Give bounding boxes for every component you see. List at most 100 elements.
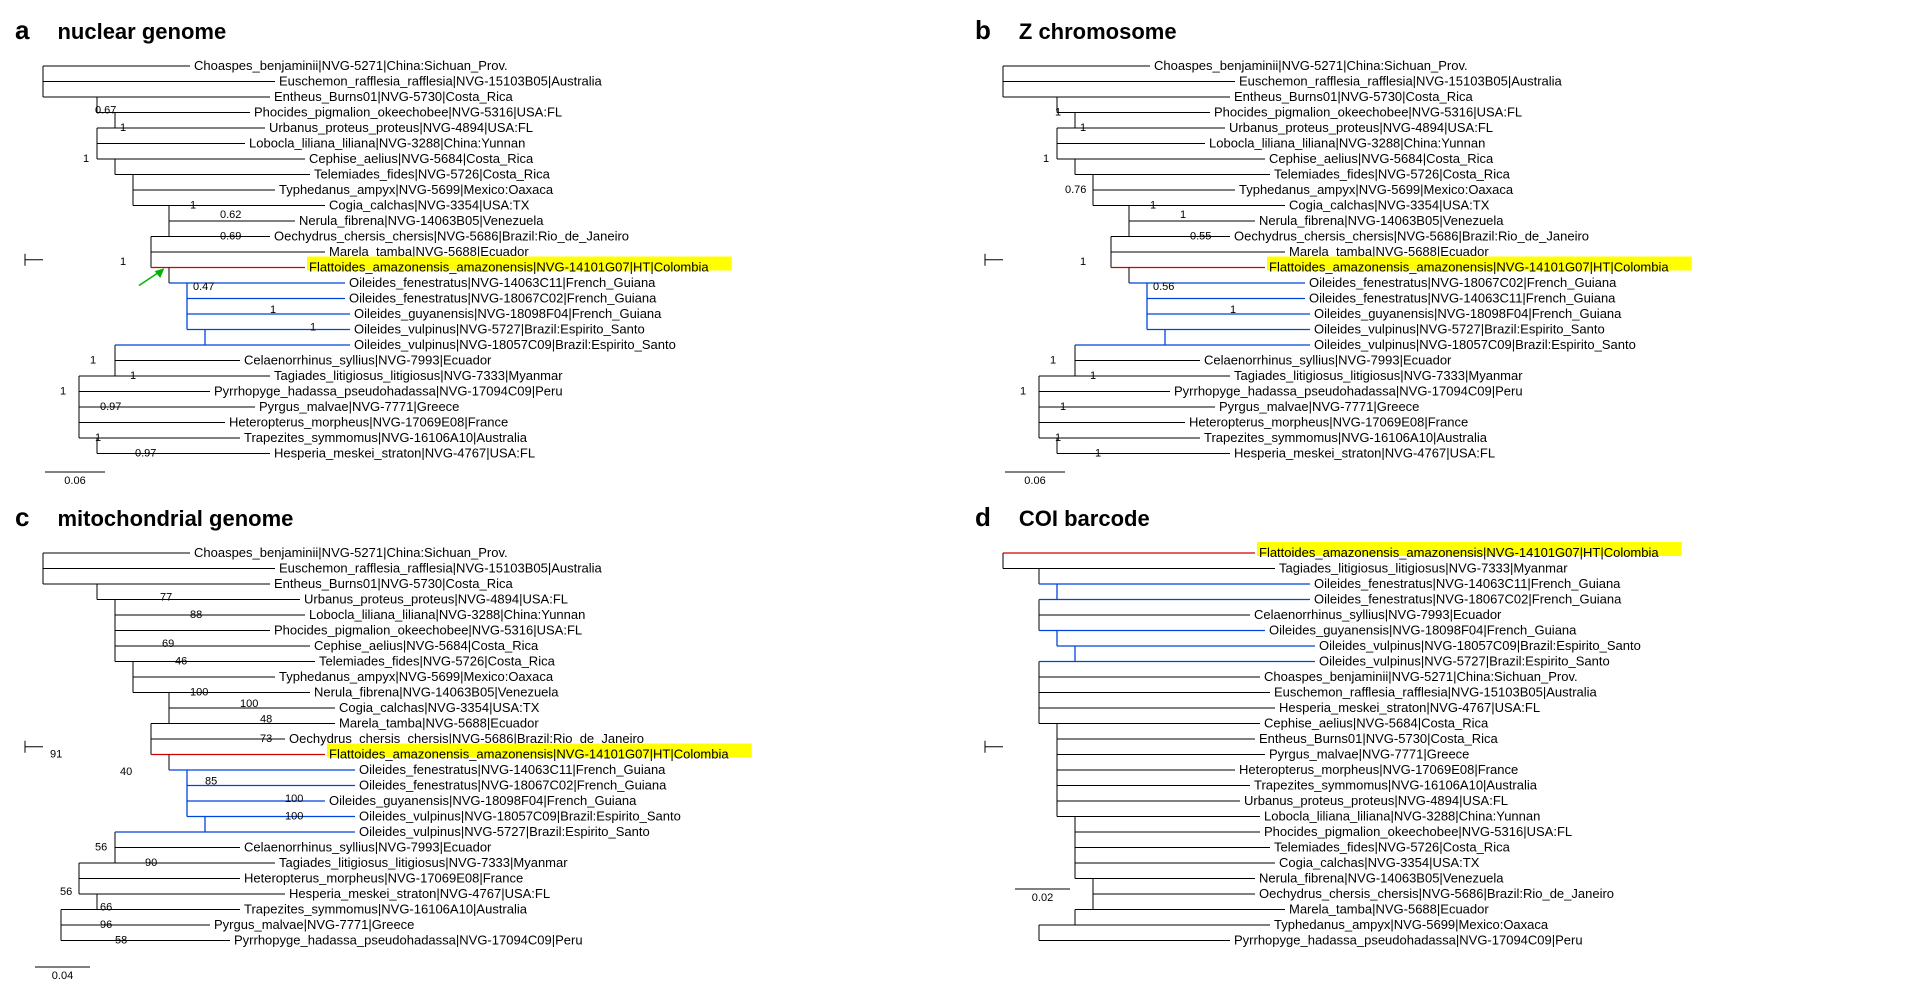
taxon-label: Phocides_pigmalion_okeechobee|NVG-5316|U… [254, 105, 562, 120]
support-value: 0.62 [220, 209, 241, 221]
taxon-label: Pyrrhopyge_hadassa_pseudohadassa|NVG-170… [214, 384, 563, 399]
taxon-label: Oileides_fenestratus|NVG-18067C02|French… [1309, 275, 1617, 290]
taxon-label: Pyrrhopyge_hadassa_pseudohadassa|NVG-170… [1174, 384, 1523, 399]
taxon-label: Heteropterus_morpheus|NVG-17069E08|Franc… [229, 415, 508, 430]
panel-c-letter: c [15, 502, 29, 533]
taxon-label: Oileides_vulpinus|NVG-5727|Brazil:Espiri… [359, 824, 650, 839]
taxon-label: Cogia_calchas|NVG-3354|USA:TX [339, 700, 540, 715]
support-value: 1 [1095, 448, 1101, 460]
taxon-label: Entheus_Burns01|NVG-5730|Costa_Rica [1234, 89, 1473, 104]
taxon-label: Oileides_fenestratus|NVG-18067C02|French… [349, 291, 657, 306]
taxon-label: Trapezites_symmomus|NVG-16106A10|Austral… [1204, 430, 1488, 445]
support-value: 1 [1150, 200, 1156, 212]
taxon-label: Telemiades_fides|NVG-5726|Costa_Rica [314, 167, 551, 182]
taxon-label: Cephise_aelius|NVG-5684|Costa_Rica [314, 638, 539, 653]
scale-bar-label: 0.06 [64, 475, 85, 487]
support-value: 1 [1080, 256, 1086, 268]
taxon-label: Cogia_calchas|NVG-3354|USA:TX [1289, 198, 1490, 213]
taxon-label: Euschemon_rafflesia_rafflesia|NVG-15103B… [1274, 685, 1598, 700]
taxon-label: Urbanus_proteus_proteus|NVG-4894|USA:FL [1229, 120, 1493, 135]
support-value: 0.55 [1190, 231, 1211, 243]
taxon-label: Oileides_vulpinus|NVG-18057C09|Brazil:Es… [354, 337, 676, 352]
support-value: 1 [120, 256, 126, 268]
support-value: 48 [260, 714, 272, 726]
support-value: 88 [190, 609, 202, 621]
taxon-label: Oileides_fenestratus|NVG-14063C11|French… [359, 762, 666, 777]
taxon-label: Flattoides_amazonensis_amazonensis|NVG-1… [1259, 545, 1659, 560]
taxon-label: Oileides_vulpinus|NVG-5727|Brazil:Espiri… [354, 322, 645, 337]
taxon-label: Oileides_fenestratus|NVG-18067C02|French… [1314, 592, 1622, 607]
tree-d: Flattoides_amazonensis_amazonensis|NVG-1… [975, 539, 1895, 959]
support-value: 40 [120, 766, 132, 778]
panel-c-title: mitochondrial genome [57, 506, 293, 532]
support-value: 0.97 [135, 448, 156, 460]
taxon-label: Celaenorrhinus_syllius|NVG-7993|Ecuador [244, 840, 492, 855]
support-value: 0.56 [1153, 281, 1174, 293]
taxon-label: Pyrgus_malvae|NVG-7771|Greece [1219, 399, 1419, 414]
taxon-label: Cogia_calchas|NVG-3354|USA:TX [329, 198, 530, 213]
support-value: 0.47 [193, 281, 214, 293]
taxon-label: Oileides_vulpinus|NVG-5727|Brazil:Espiri… [1319, 654, 1610, 669]
taxon-label: Oileides_guyanensis|NVG-18098F04|French_… [1269, 623, 1577, 638]
taxon-label: Oileides_guyanensis|NVG-18098F04|French_… [354, 306, 662, 321]
taxon-label: Oileides_fenestratus|NVG-18067C02|French… [359, 778, 667, 793]
taxon-label: Lobocla_liliana_liliana|NVG-3288|China:Y… [1264, 809, 1540, 824]
taxon-label: Pyrrhopyge_hadassa_pseudohadassa|NVG-170… [1234, 933, 1583, 948]
support-value: 56 [95, 842, 107, 854]
panel-a: a nuclear genome Choaspes_benjaminii|NVG… [15, 15, 945, 492]
taxon-label: Typhedanus_ampyx|NVG-5699|Mexico:Oaxaca [1274, 917, 1549, 932]
taxon-label: Tagiades_litigiosus_litigiosus|NVG-7333|… [274, 368, 563, 383]
taxon-label: Pyrgus_malvae|NVG-7771|Greece [214, 917, 414, 932]
scale-bar-label: 0.04 [52, 970, 73, 979]
panel-c: c mitochondrial genome Choaspes_benjamin… [15, 502, 945, 979]
taxon-label: Lobocla_liliana_liliana|NVG-3288|China:Y… [249, 136, 525, 151]
support-value: 1 [120, 122, 126, 134]
panel-b: b Z chromosome Choaspes_benjaminii|NVG-5… [975, 15, 1905, 492]
scale-bar-label: 0.02 [1032, 892, 1053, 904]
tree-b: Choaspes_benjaminii|NVG-5271|China:Sichu… [975, 52, 1895, 492]
support-value: 1 [1060, 401, 1066, 413]
taxon-label: Hesperia_meskei_straton|NVG-4767|USA:FL [289, 886, 550, 901]
support-value: 96 [100, 919, 112, 931]
support-value: 58 [115, 935, 127, 947]
taxon-label: Nerula_fibrena|NVG-14063B05|Venezuela [1259, 871, 1504, 886]
support-value: 0.67 [95, 105, 116, 117]
taxon-label: Lobocla_liliana_liliana|NVG-3288|China:Y… [309, 607, 585, 622]
panel-a-header: a nuclear genome [15, 15, 945, 46]
taxon-label: Heteropterus_morpheus|NVG-17069E08|Franc… [244, 871, 523, 886]
taxon-label: Urbanus_proteus_proteus|NVG-4894|USA:FL [1244, 793, 1508, 808]
support-value: 1 [1080, 122, 1086, 134]
panel-b-letter: b [975, 15, 991, 46]
taxon-label: Euschemon_rafflesia_rafflesia|NVG-15103B… [279, 74, 603, 89]
taxon-label: Phocides_pigmalion_okeechobee|NVG-5316|U… [1214, 105, 1522, 120]
scale-bar-label: 0.06 [1024, 475, 1045, 487]
support-value: 1 [60, 386, 66, 398]
taxon-label: Cephise_aelius|NVG-5684|Costa_Rica [1269, 151, 1494, 166]
taxon-label: Oileides_vulpinus|NVG-18057C09|Brazil:Es… [1314, 337, 1636, 352]
taxon-label: Flattoides_amazonensis_amazonensis|NVG-1… [1269, 260, 1669, 275]
panel-a-title: nuclear genome [57, 19, 226, 45]
taxon-label: Choaspes_benjaminii|NVG-5271|China:Sichu… [1154, 58, 1468, 73]
taxon-label: Pyrgus_malvae|NVG-7771|Greece [259, 399, 459, 414]
panel-d-letter: d [975, 502, 991, 533]
taxon-label: Oileides_vulpinus|NVG-18057C09|Brazil:Es… [1319, 638, 1641, 653]
taxon-label: Pyrgus_malvae|NVG-7771|Greece [1269, 747, 1469, 762]
panel-d: d COI barcode Flattoides_amazonensis_ama… [975, 502, 1905, 979]
taxon-label: Urbanus_proteus_proteus|NVG-4894|USA:FL [304, 592, 568, 607]
support-value: 91 [50, 749, 62, 761]
taxon-label: Heteropterus_morpheus|NVG-17069E08|Franc… [1189, 415, 1468, 430]
taxon-label: Hesperia_meskei_straton|NVG-4767|USA:FL [274, 446, 535, 461]
taxon-label: Tagiades_litigiosus_litigiosus|NVG-7333|… [1234, 368, 1523, 383]
taxon-label: Oileides_guyanensis|NVG-18098F04|French_… [1314, 306, 1622, 321]
taxon-label: Oechydrus_chersis_chersis|NVG-5686|Brazi… [1234, 229, 1589, 244]
support-value: 66 [100, 902, 112, 914]
taxon-label: Heteropterus_morpheus|NVG-17069E08|Franc… [1239, 762, 1518, 777]
taxon-label: Typhedanus_ampyx|NVG-5699|Mexico:Oaxaca [1239, 182, 1514, 197]
support-value: 100 [285, 793, 303, 805]
taxon-label: Hesperia_meskei_straton|NVG-4767|USA:FL [1234, 446, 1495, 461]
support-value: 100 [285, 811, 303, 823]
taxon-label: Lobocla_liliana_liliana|NVG-3288|China:Y… [1209, 136, 1485, 151]
support-value: 1 [1050, 355, 1056, 367]
taxon-label: Cephise_aelius|NVG-5684|Costa_Rica [1264, 716, 1489, 731]
taxon-label: Euschemon_rafflesia_rafflesia|NVG-15103B… [279, 561, 603, 576]
